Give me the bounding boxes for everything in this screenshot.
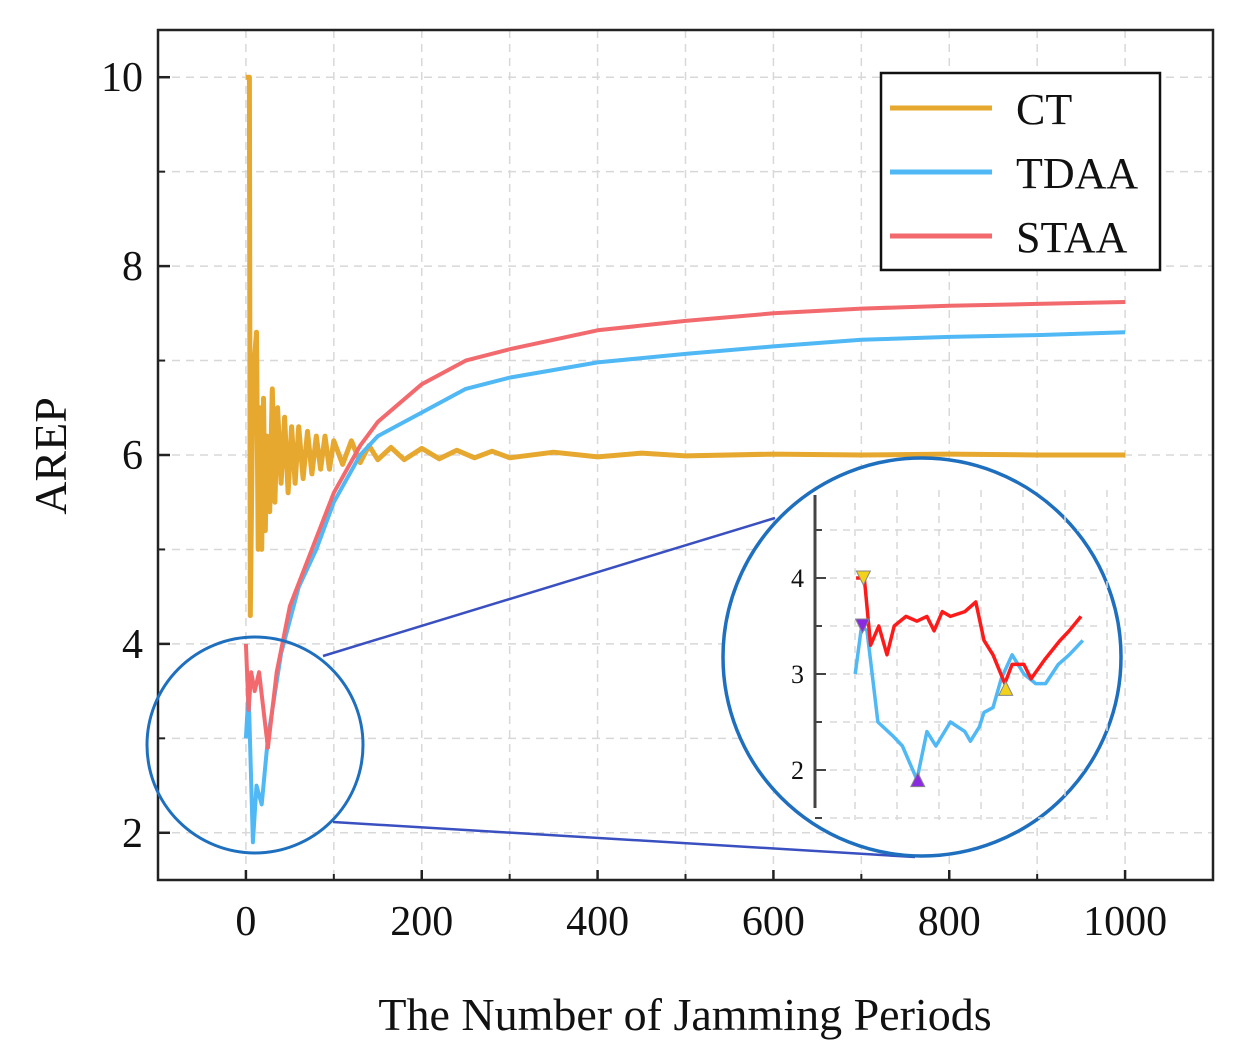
- inset-y-tick-label: 3: [791, 660, 804, 689]
- y-axis-label: AREP: [25, 397, 76, 515]
- legend-label-staa: STAA: [1016, 213, 1128, 262]
- series-line-tdaa: [243, 330, 1126, 845]
- legend: CT TDAA STAA: [879, 71, 1162, 272]
- x-tick-label: 800: [918, 899, 981, 945]
- inset-marker-triangle-up: [909, 771, 926, 788]
- series-lines: [243, 74, 1126, 845]
- x-tick-label: 200: [390, 899, 453, 945]
- inset-y-tick-label: 4: [791, 564, 804, 593]
- y-tick-label: 10: [101, 55, 143, 101]
- legend-label-ct: CT: [1016, 85, 1072, 134]
- y-tick-label: 4: [122, 622, 143, 668]
- inset-line-tdaa: [853, 624, 1085, 782]
- y-tick-label: 2: [122, 811, 143, 857]
- zoom-inset: 2 3 4: [145, 456, 1123, 859]
- zoom-connector-bottom: [332, 820, 916, 859]
- x-axis-label: The Number of Jamming Periods: [378, 989, 991, 1040]
- y-tick-label: 8: [122, 244, 143, 290]
- series-line-staa: [243, 300, 1126, 750]
- x-tick-label: 400: [566, 899, 629, 945]
- inset-y-tick-label: 2: [791, 756, 804, 785]
- inset-marker-triangle-down: [855, 570, 872, 587]
- zoom-source-circle: [145, 635, 365, 855]
- series-line-ct: [245, 74, 1126, 619]
- tick-labels: 0 200 400 600 800 1000 2 4 6 8 10: [101, 55, 1167, 945]
- axes: [156, 28, 1215, 882]
- legend-label-tdaa: TDAA: [1016, 149, 1138, 198]
- x-tick-label: 1000: [1083, 899, 1167, 945]
- x-tick-label: 600: [742, 899, 805, 945]
- y-tick-label: 6: [122, 433, 143, 479]
- inset-line-staa: [856, 576, 1083, 686]
- inset-marker-triangle-down: [854, 618, 871, 635]
- x-tick-label: 0: [235, 899, 256, 945]
- inset-marker-triangle-up: [997, 680, 1014, 696]
- zoom-inset-circle: [721, 456, 1123, 858]
- zoom-connector-top: [322, 516, 776, 658]
